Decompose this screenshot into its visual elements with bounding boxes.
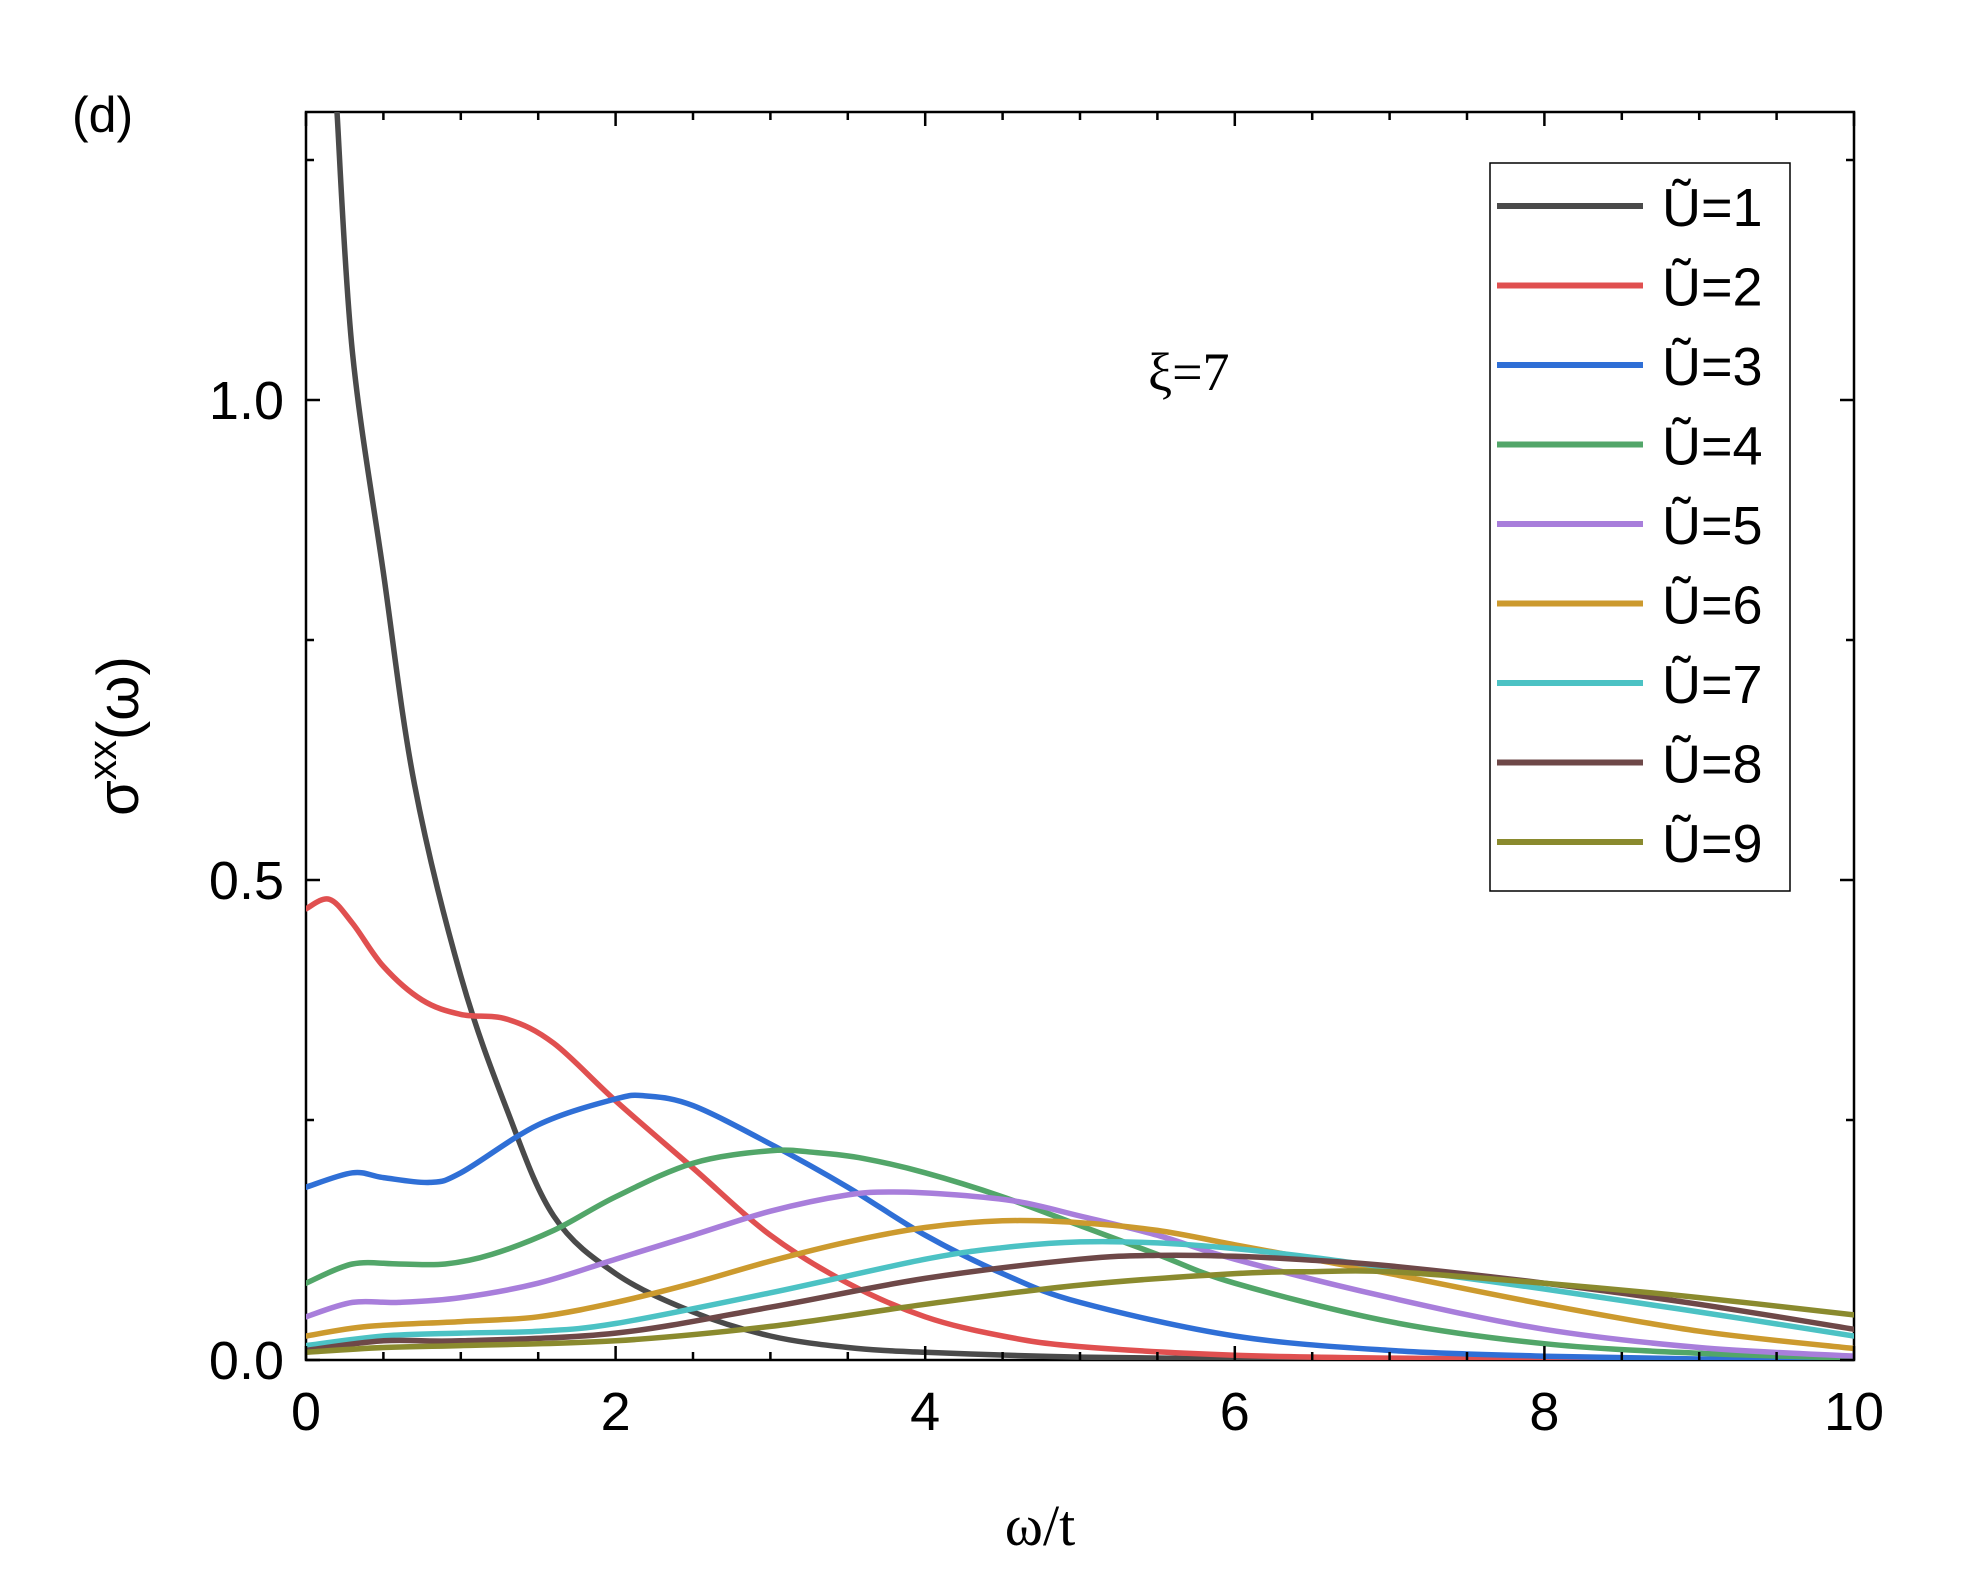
legend-items: Ũ=1 Ũ=2 Ũ=3 Ũ=4 Ũ=5 Ũ=6 Ũ=7 Ũ=8 Ũ=9 [1497,178,1763,874]
legend-label: Ũ=6 [1662,576,1763,636]
series-line-7 [306,1238,1854,1349]
legend-label: Ũ=9 [1662,814,1763,874]
series-line-5 [306,1189,1854,1359]
x-tick-label: 6 [1220,1382,1250,1442]
annotation-xi: ξ=7 [1148,342,1230,402]
series-line-3 [306,1092,1854,1360]
y-axis-label-tail: (ω) [86,656,151,740]
legend: Ũ=1 Ũ=2 Ũ=3 Ũ=4 Ũ=5 Ũ=6 Ũ=7 Ũ=8 Ũ=9 [1489,162,1791,892]
legend-label: Ũ=3 [1662,337,1763,397]
x-tick-label: 0 [291,1382,321,1442]
legend-label: Ũ=5 [1662,496,1763,556]
panel-label: (d) [72,87,133,143]
y-tick-label: 0.0 [209,1331,284,1391]
series-line-4 [306,1147,1854,1360]
y-tick-label: 1.0 [209,371,284,431]
x-axis-label: ω/t [1005,1493,1075,1558]
x-tick-label: 4 [910,1382,940,1442]
legend-label: Ũ=4 [1662,417,1763,477]
legend-label: Ũ=1 [1662,178,1763,238]
legend-label: Ũ=8 [1662,735,1763,795]
axis-ticks [304,112,1856,1362]
legend-label: Ũ=2 [1662,258,1763,318]
y-tick-labels: 0.0 0.5 1.0 [209,371,284,1391]
series-line-9 [306,1268,1854,1356]
y-tick-label: 0.5 [209,851,284,911]
y-axis-label-base: σ [86,780,151,816]
x-tick-label: 8 [1529,1382,1559,1442]
series-curves [306,112,1854,1360]
legend-label: Ũ=7 [1662,655,1763,715]
series-line-2 [306,896,1854,1360]
y-axis-label: σxx(ω) [81,656,151,816]
x-tick-label: 2 [601,1382,631,1442]
y-axis-label-sup: xx [81,740,125,780]
x-tick-label: 10 [1824,1382,1884,1442]
x-tick-labels: 0 2 4 6 8 10 [291,1382,1884,1442]
series-line-6 [306,1217,1854,1352]
